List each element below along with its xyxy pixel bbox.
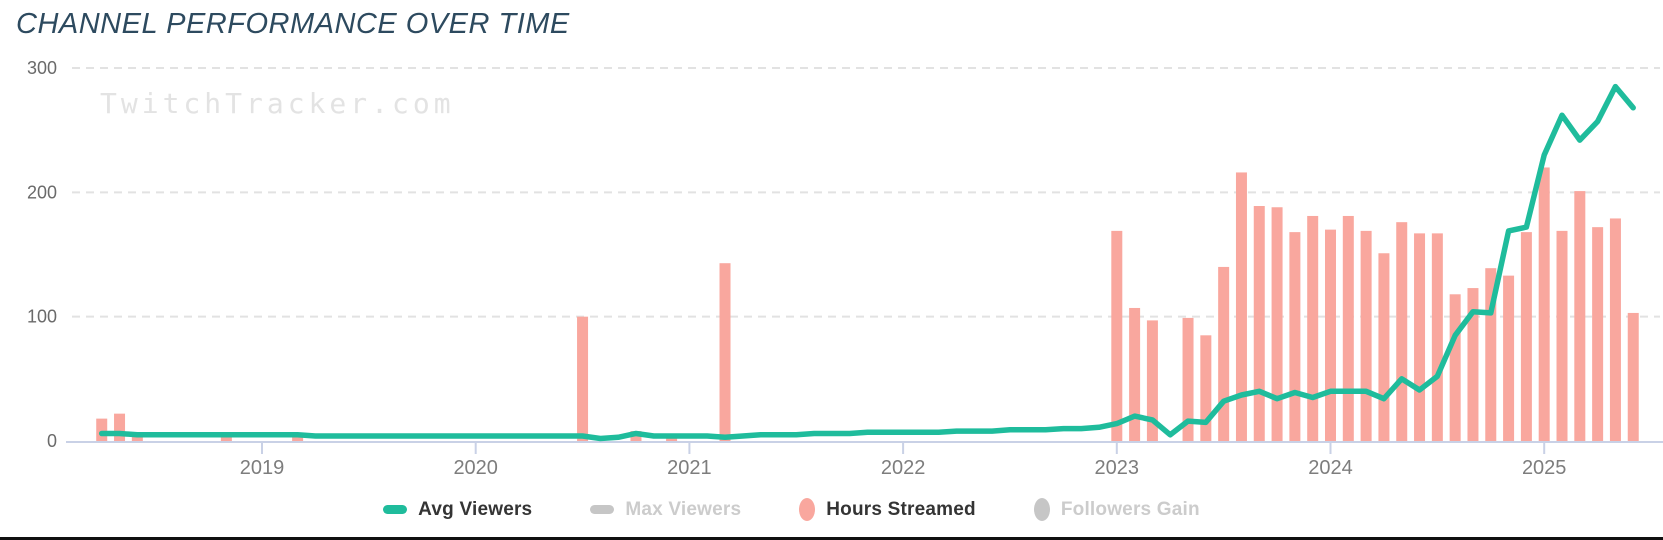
x-axis-label-2019: 2019 — [240, 457, 285, 479]
x-axis-label-2022: 2022 — [881, 457, 926, 479]
bar-hours-streamed-2024-07[interactable] — [1431, 233, 1443, 441]
x-axis-label-2021: 2021 — [667, 457, 712, 479]
y-axis-label-200: 200 — [27, 182, 57, 202]
bar-hours-streamed-2020-07[interactable] — [577, 316, 589, 441]
legend-label: Hours Streamed — [826, 498, 976, 520]
bar-hours-streamed-2023-01[interactable] — [1111, 230, 1123, 441]
hours-streamed-swatch-icon — [799, 498, 816, 521]
bar-hours-streamed-2018-04[interactable] — [96, 418, 108, 441]
y-axis-label-0: 0 — [47, 431, 57, 451]
bar-hours-streamed-2025-06[interactable] — [1627, 312, 1639, 441]
bar-hours-streamed-2023-11[interactable] — [1289, 232, 1301, 441]
bar-hours-streamed-2024-04[interactable] — [1378, 253, 1390, 441]
legend-item-avg-viewers[interactable]: Avg Viewers — [383, 499, 532, 521]
x-axis-label-2023: 2023 — [1095, 457, 1140, 479]
bar-hours-streamed-2024-05[interactable] — [1396, 222, 1408, 441]
x-axis-label-2025: 2025 — [1522, 457, 1567, 479]
bar-hours-streamed-2019-03[interactable] — [292, 437, 304, 441]
chart-legend: Avg Viewers Max Viewers Hours Streamed F… — [0, 498, 1583, 521]
bar-hours-streamed-2023-08[interactable] — [1235, 172, 1247, 441]
bar-hours-streamed-2025-05[interactable] — [1609, 218, 1621, 441]
bar-hours-streamed-2025-01[interactable] — [1538, 167, 1550, 441]
bar-hours-streamed-2023-02[interactable] — [1129, 307, 1141, 441]
y-axis-label-100: 100 — [27, 307, 57, 327]
chart-title: CHANNEL PERFORMANCE OVER TIME — [16, 8, 570, 40]
bar-hours-streamed-2024-11[interactable] — [1503, 275, 1515, 441]
x-axis-label-2020: 2020 — [453, 457, 498, 479]
legend-item-followers-gain[interactable]: Followers Gain — [1033, 498, 1200, 521]
bar-hours-streamed-2024-08[interactable] — [1449, 294, 1461, 441]
bar-hours-streamed-2024-10[interactable] — [1485, 268, 1497, 441]
bar-hours-streamed-2020-12[interactable] — [666, 437, 678, 441]
legend-item-hours-streamed[interactable]: Hours Streamed — [799, 498, 976, 521]
bar-hours-streamed-2025-04[interactable] — [1592, 227, 1604, 441]
legend-label: Max Viewers — [625, 498, 742, 520]
bar-hours-streamed-2023-05[interactable] — [1182, 317, 1194, 441]
bar-hours-streamed-2023-12[interactable] — [1307, 215, 1319, 441]
bar-hours-streamed-2025-02[interactable] — [1556, 230, 1568, 441]
bar-hours-streamed-2023-10[interactable] — [1271, 207, 1283, 441]
bar-hours-streamed-2024-09[interactable] — [1467, 288, 1479, 441]
legend-label: Followers Gain — [1060, 498, 1200, 520]
page-bottom-bar — [0, 537, 1663, 540]
bar-hours-streamed-2018-11[interactable] — [220, 437, 232, 441]
x-axis-label-2024: 2024 — [1308, 457, 1353, 479]
y-axis-label-300: 300 — [27, 58, 57, 78]
bar-hours-streamed-2023-07[interactable] — [1218, 266, 1230, 441]
legend-item-max-viewers[interactable]: Max Viewers — [590, 499, 741, 521]
bar-hours-streamed-2023-03[interactable] — [1146, 320, 1158, 441]
bar-hours-streamed-2021-03[interactable] — [719, 263, 731, 441]
bar-hours-streamed-2024-01[interactable] — [1325, 229, 1336, 441]
max-viewers-swatch-icon — [590, 505, 615, 514]
watermark: TwitchTracker.com — [100, 87, 455, 120]
bar-hours-streamed-2024-06[interactable] — [1414, 233, 1426, 441]
avg-viewers-swatch-icon — [383, 505, 408, 514]
performance-chart[interactable]: 0 100 200 300 TwitchTracker.com 2019 2020 2021 2… — [0, 0, 1663, 496]
bar-hours-streamed-2018-06[interactable] — [131, 436, 143, 441]
bar-hours-streamed-2024-03[interactable] — [1360, 230, 1372, 441]
legend-label: Avg Viewers — [418, 498, 533, 520]
bar-hours-streamed-2024-02[interactable] — [1342, 215, 1354, 441]
line-avg-viewers[interactable] — [98, 83, 1636, 442]
bar-hours-streamed-2024-12[interactable] — [1520, 232, 1532, 441]
followers-gain-swatch-icon — [1033, 498, 1050, 521]
bar-hours-streamed-2025-03[interactable] — [1574, 191, 1586, 441]
bar-hours-streamed-2018-05[interactable] — [114, 413, 126, 441]
bar-hours-streamed-2023-09[interactable] — [1253, 206, 1265, 441]
bar-hours-streamed-2023-06[interactable] — [1200, 335, 1212, 441]
